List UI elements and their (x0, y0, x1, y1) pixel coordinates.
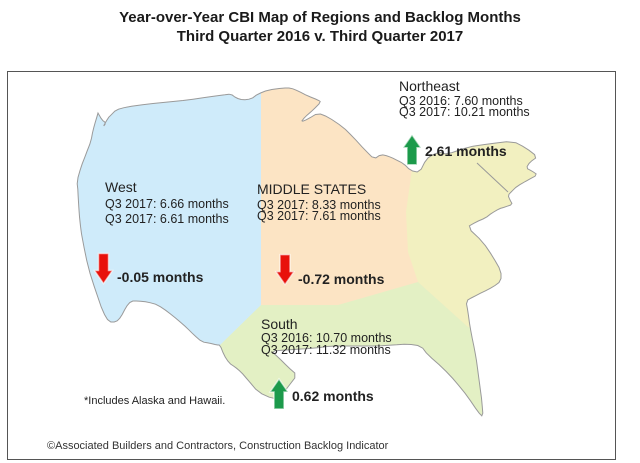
svg-text:0.62 months: 0.62 months (292, 388, 374, 404)
svg-text:MIDDLE STATES: MIDDLE STATES (257, 181, 366, 197)
svg-text:-0.72 months: -0.72 months (298, 271, 385, 287)
svg-text:Q3 2017: 6.61 months: Q3 2017: 6.61 months (105, 212, 229, 226)
svg-text:Q3 2017: 10.21 months: Q3 2017: 10.21 months (399, 105, 530, 119)
svg-text:Q3 2017: 7.61 months: Q3 2017: 7.61 months (257, 209, 381, 223)
svg-text:-0.05 months: -0.05 months (117, 269, 204, 285)
svg-text:*Includes Alaska and Hawaii.: *Includes Alaska and Hawaii. (84, 395, 225, 407)
svg-text:South: South (261, 316, 298, 332)
svg-text:West: West (105, 179, 137, 195)
svg-text:Q3 2017: 11.32 months: Q3 2017: 11.32 months (261, 343, 391, 357)
svg-text:Northeast: Northeast (399, 78, 460, 94)
svg-text:Q3 2017: 6.66 months: Q3 2017: 6.66 months (105, 197, 229, 211)
svg-text:2.61 months: 2.61 months (425, 143, 507, 159)
